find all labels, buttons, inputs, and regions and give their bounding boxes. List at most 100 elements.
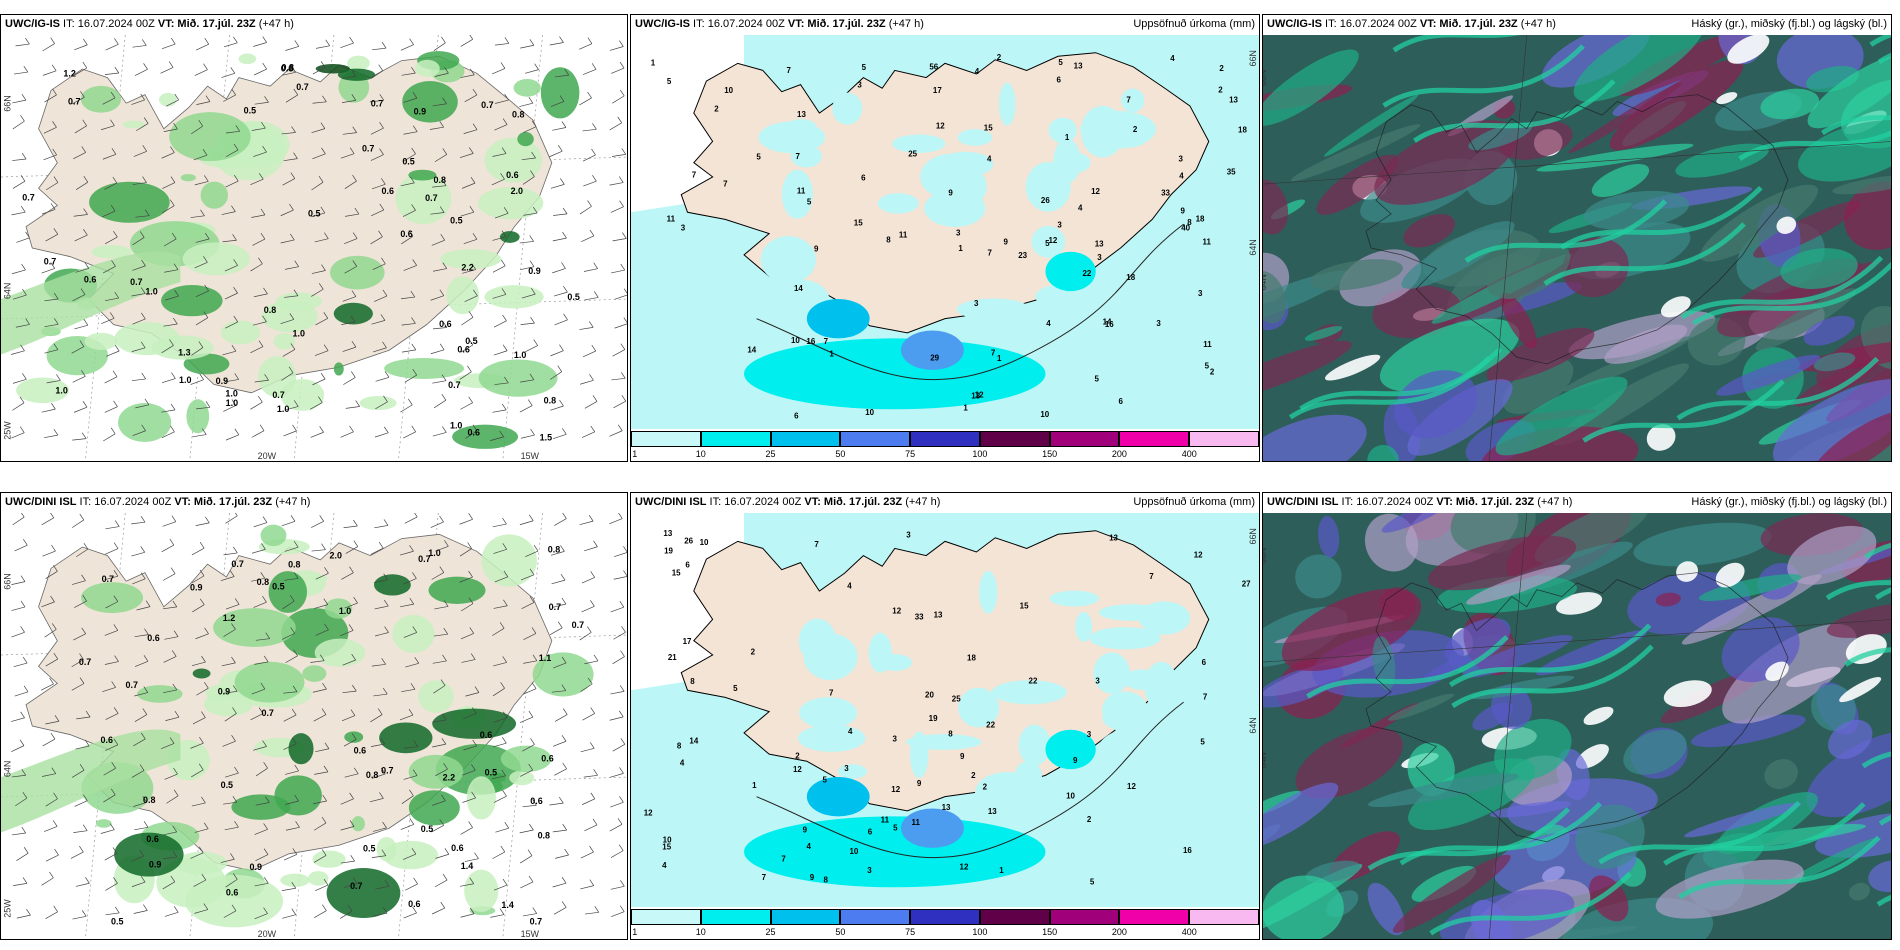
- wind-map[interactable]: 0.7 0.7 0.8 1.0 0.7 0.9 0.6 1.0 0.8 0.5 0.7 1.4 0.8 0…: [1, 513, 627, 939]
- wind-barb-flag: [325, 39, 330, 47]
- precip-map-svg: 2132121214351475363249436511213147511910…: [631, 35, 1259, 429]
- wind-barb-flag: [318, 176, 324, 183]
- wind-barb: [344, 180, 357, 190]
- wind-barb: [610, 206, 624, 213]
- wind-barb-flag: [502, 517, 507, 525]
- wind-barb-flag: [198, 341, 204, 348]
- wind-barb-flag: [110, 91, 116, 99]
- wind-barb: [282, 178, 295, 186]
- wind-barb-flag: [139, 849, 144, 857]
- panel-title: Háský (gr.), miðský (fj.bl.) og lágský (…: [1691, 18, 1887, 30]
- wind-barb-flag: [291, 708, 297, 716]
- value-label: 14: [689, 736, 698, 745]
- precip-shading: [408, 169, 437, 181]
- wind-barb-flag: [258, 173, 264, 180]
- wind-barb: [71, 683, 85, 691]
- value-label: 13: [942, 803, 951, 812]
- wind-barb-flag: [442, 654, 447, 662]
- wind-map[interactable]: 0.7 0.6 0.5 0.7 0.5 0.7 0.6 1.0 1.0 0.8 0.6 0.5 0.9 0…: [1, 35, 627, 461]
- wind-barb-flag: [379, 94, 385, 101]
- wind-barb-flag: [170, 176, 176, 183]
- wind-barb-flag: [171, 372, 176, 379]
- wind-barb-flag: [382, 907, 388, 914]
- wind-barb-flag: [593, 654, 599, 662]
- wind-barb-flag: [441, 374, 447, 381]
- wind-barb-flag: [261, 543, 266, 550]
- wind-barb-flag: [204, 681, 209, 689]
- wind-barb: [253, 601, 267, 608]
- wind-barb: [344, 773, 359, 778]
- wind-barb: [191, 575, 205, 584]
- value-label: 3: [1156, 319, 1161, 328]
- wind-barb: [520, 769, 533, 777]
- wind-barb-flag: [113, 230, 118, 238]
- wind-barb-flag: [593, 291, 599, 298]
- wind-barb: [74, 324, 88, 330]
- wind-barb-flag: [292, 424, 297, 432]
- wind-barb-flag: [500, 682, 505, 689]
- wind-barb-flag: [620, 650, 625, 657]
- wind-barb: [42, 43, 55, 52]
- precip-shading: [314, 638, 366, 667]
- precip-shading: [382, 840, 439, 870]
- wind-barb-flag: [379, 203, 385, 211]
- precip-shading: [1093, 652, 1130, 694]
- cloud-shading: [1698, 574, 1802, 601]
- wind-barb: [463, 745, 477, 751]
- value-label: 0.7: [272, 390, 284, 400]
- wind-barb-flag: [349, 566, 354, 573]
- value-label: 6: [794, 412, 799, 421]
- wind-barb-flag: [114, 906, 120, 914]
- wind-barb: [435, 768, 448, 777]
- wind-barb: [462, 269, 476, 274]
- wind-barb: [519, 855, 533, 864]
- value-label: 8: [677, 741, 682, 750]
- init-time: IT: 16.07.2024 00Z: [1338, 496, 1437, 508]
- value-label: 3: [1057, 221, 1062, 230]
- cloud-map[interactable]: 66N 64N: [1263, 513, 1891, 939]
- wind-barb: [432, 907, 445, 915]
- wind-barb-flag: [110, 204, 116, 212]
- axis-label: 64N: [1248, 239, 1258, 255]
- value-label: 18: [967, 653, 976, 662]
- value-label: 22: [1082, 269, 1091, 278]
- value-label: 0.7: [22, 193, 34, 203]
- precip-map[interactable]: 2 1 3 2 1 2 1 2 1 4 3 5 1 4 7 5 3 6 3 2 4 9 4 3 6 5 1 12 13 14 7 5 11 9 10…: [631, 35, 1259, 429]
- light-precip-area: [631, 670, 757, 907]
- wind-barb-flag: [528, 875, 534, 883]
- wind-barb: [11, 581, 26, 585]
- wind-barb-flag: [381, 41, 387, 49]
- wind-barb: [344, 602, 358, 609]
- wind-barb-flag: [84, 262, 90, 269]
- value-label: 0.7: [296, 82, 308, 92]
- cloud-shading: [1364, 513, 1419, 572]
- precip-map[interactable]: 1 2 4 3 2 4 1 2 3 4 6 3 2 8 5 7 12 6 9 13 8 10 7 9 12 11 4 7 8 5 9 13 6 3…: [631, 513, 1259, 907]
- wind-barb-flag: [471, 764, 476, 771]
- cloud-shading: [1806, 730, 1891, 818]
- wind-barb: [105, 526, 120, 530]
- model-name: UWC/IG-IS: [1267, 18, 1322, 30]
- precip-shading: [1045, 251, 1096, 292]
- wind-barb-flag: [618, 176, 624, 183]
- wind-barb: [41, 517, 54, 526]
- wind-barb-flag: [589, 374, 594, 381]
- value-label: 8: [948, 729, 953, 738]
- wind-barb: [284, 578, 299, 581]
- precip-shading: [532, 652, 594, 697]
- value-label: 2: [795, 752, 800, 761]
- wind-barb: [369, 99, 384, 103]
- value-label: 1: [1065, 133, 1070, 142]
- wind-barb: [462, 797, 476, 803]
- wind-barb: [161, 43, 176, 50]
- precip-shading: [1097, 729, 1165, 774]
- wind-barb-flag: [22, 373, 27, 380]
- wind-barb: [340, 431, 354, 438]
- wind-barb-flag: [351, 94, 357, 101]
- value-label: 0.6: [408, 899, 420, 909]
- wind-barb-flag: [80, 288, 86, 295]
- colorbar-tick: 10: [695, 927, 706, 937]
- wind-barb-flag: [234, 513, 238, 517]
- cloud-map[interactable]: 66N 64N: [1263, 35, 1891, 461]
- cloud-shading: [1716, 354, 1820, 396]
